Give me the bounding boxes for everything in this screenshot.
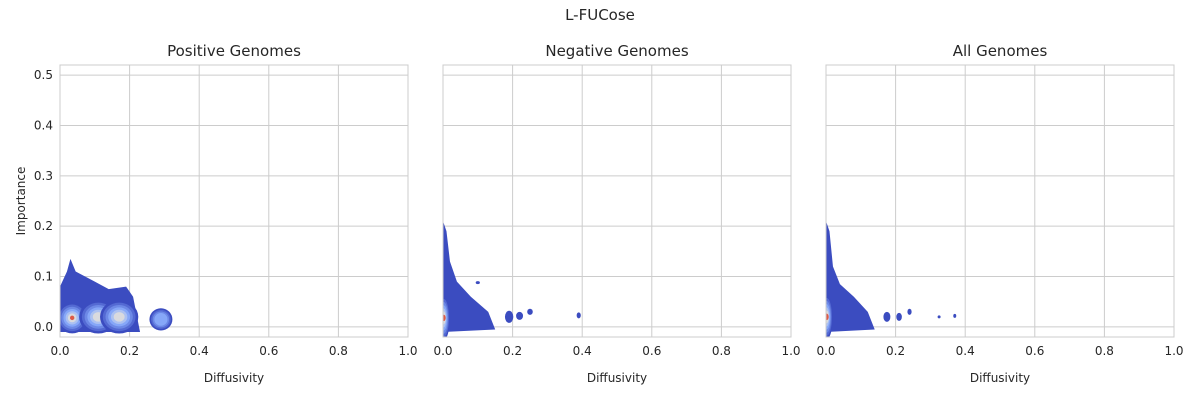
x-tick-label: 0.8 [712, 344, 731, 358]
axes-frame [442, 64, 792, 338]
density-layer [443, 221, 581, 337]
panel-title: All Genomes [953, 42, 1048, 60]
x-tick-label: 1.0 [781, 344, 800, 358]
x-tick-label: 1.0 [398, 344, 417, 358]
density-contour-level [69, 315, 75, 321]
density-layer [60, 258, 173, 334]
x-tick-label: 0.0 [433, 344, 452, 358]
x-tick-label: 0.2 [120, 344, 139, 358]
x-tick-label: 0.4 [190, 344, 209, 358]
panel-3: 0.0 0.2 0.4 0.6 0.8 1.0 All Genomes Diffusivity [816, 42, 1183, 385]
density-blob [504, 310, 514, 323]
axes-frame [825, 64, 1175, 338]
axes-frame [59, 64, 409, 338]
y-tick-label: 0.5 [34, 68, 53, 82]
panel-2: 0.0 0.2 0.4 0.6 0.8 1.0 Negative Genomes Diffus… [433, 42, 800, 385]
x-tick-label: 0.6 [1025, 344, 1044, 358]
density-outer-contour [443, 221, 496, 332]
density-contour-level [826, 313, 829, 321]
panel-1: 0.0 0.2 0.4 0.6 0.8 1.0 0.0 0.1 0.2 0.3 0.4 0.5 Posi… [14, 42, 418, 385]
x-tick-label: 0.8 [1095, 344, 1114, 358]
density-blob [576, 312, 581, 319]
density-blob [475, 281, 480, 285]
x-axis-label: Diffusivity [587, 371, 647, 385]
x-tick-label: 0.0 [816, 344, 835, 358]
x-tick-label: 0.2 [503, 344, 522, 358]
x-tick-label: 0.6 [259, 344, 278, 358]
density-contour-level [154, 313, 168, 326]
figure-title: L-FUCose [565, 6, 635, 24]
density-blob [527, 308, 533, 315]
x-tick-label: 0.8 [329, 344, 348, 358]
x-tick-label: 0.0 [50, 344, 69, 358]
x-tick-label: 0.4 [573, 344, 592, 358]
density-blob [953, 313, 957, 318]
density-blob [883, 311, 891, 322]
density-blob [907, 308, 912, 315]
density-blob [896, 312, 902, 321]
x-tick-label: 1.0 [1164, 344, 1183, 358]
y-tick-label: 0.4 [34, 118, 53, 132]
x-axis-label: Diffusivity [970, 371, 1030, 385]
y-tick-label: 0.3 [34, 169, 53, 183]
y-tick-label: 0.0 [34, 320, 53, 334]
y-axis-label: Importance [14, 167, 28, 236]
density-layer [826, 221, 957, 337]
panel-title: Positive Genomes [167, 42, 301, 60]
y-tick-label: 0.1 [34, 270, 53, 284]
x-axis-label: Diffusivity [204, 371, 264, 385]
x-tick-label: 0.2 [886, 344, 905, 358]
density-outer-contour [826, 221, 875, 332]
density-blob [516, 311, 524, 320]
density-blob [937, 315, 941, 319]
panel-title: Negative Genomes [545, 42, 688, 60]
y-tick-label: 0.2 [34, 219, 53, 233]
x-tick-label: 0.4 [956, 344, 975, 358]
x-tick-label: 0.6 [642, 344, 661, 358]
density-contour-level [113, 312, 125, 322]
density-contour-level [443, 314, 446, 322]
